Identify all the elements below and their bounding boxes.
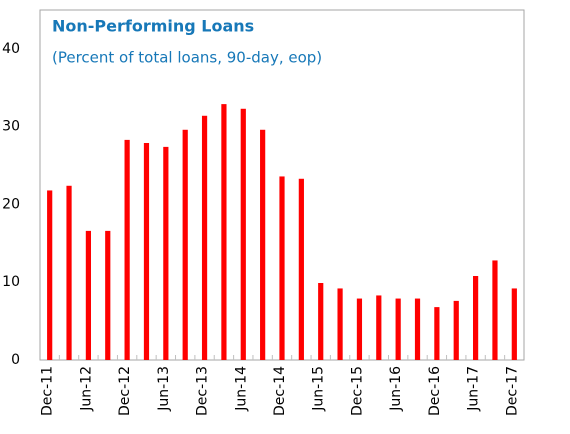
x-tick-label: Jun-17 <box>466 366 482 412</box>
x-tick-label: Jun-12 <box>78 366 94 412</box>
y-tick-label: 10 <box>2 274 20 290</box>
bar <box>395 298 401 360</box>
bar <box>453 300 459 360</box>
chart-subtitle: (Percent of total loans, 90-day, eop) <box>52 49 322 67</box>
bar <box>163 146 169 360</box>
x-tick-label: Dec-17 <box>504 366 520 416</box>
chart-title: Non-Performing Loans <box>52 17 254 36</box>
x-tick-label: Dec-15 <box>349 366 365 416</box>
bar <box>473 276 479 360</box>
bar <box>318 283 324 360</box>
x-tick-label: Jun-13 <box>156 366 172 412</box>
bar <box>105 230 111 360</box>
bar <box>376 295 382 360</box>
bar <box>279 176 285 360</box>
bar <box>298 178 304 360</box>
bar <box>124 139 130 360</box>
bar <box>356 298 363 360</box>
bar <box>143 143 150 360</box>
bar <box>85 230 91 360</box>
bar <box>511 288 517 360</box>
bar <box>337 288 343 360</box>
bar <box>240 108 246 361</box>
y-tick-label: 40 <box>2 41 20 57</box>
bar <box>201 115 208 361</box>
x-tick-label: Dec-11 <box>40 366 56 416</box>
bar <box>221 104 227 360</box>
bar <box>182 129 188 360</box>
bar <box>47 190 53 360</box>
x-tick-label: Dec-13 <box>195 366 211 416</box>
x-tick-label: Dec-14 <box>272 366 288 416</box>
y-tick-label: 0 <box>11 352 20 368</box>
x-tick-label: Dec-12 <box>117 366 133 416</box>
bar <box>414 298 421 360</box>
x-tick-label: Dec-16 <box>427 366 443 416</box>
bar <box>66 185 72 360</box>
bar <box>492 260 498 360</box>
y-tick-label: 30 <box>2 119 20 135</box>
bar <box>434 307 440 360</box>
bar <box>260 129 266 360</box>
x-tick-label: Jun-15 <box>311 366 327 412</box>
x-tick-label: Jun-16 <box>388 366 404 412</box>
x-tick-label: Jun-14 <box>233 366 249 412</box>
y-tick-label: 20 <box>2 196 20 212</box>
